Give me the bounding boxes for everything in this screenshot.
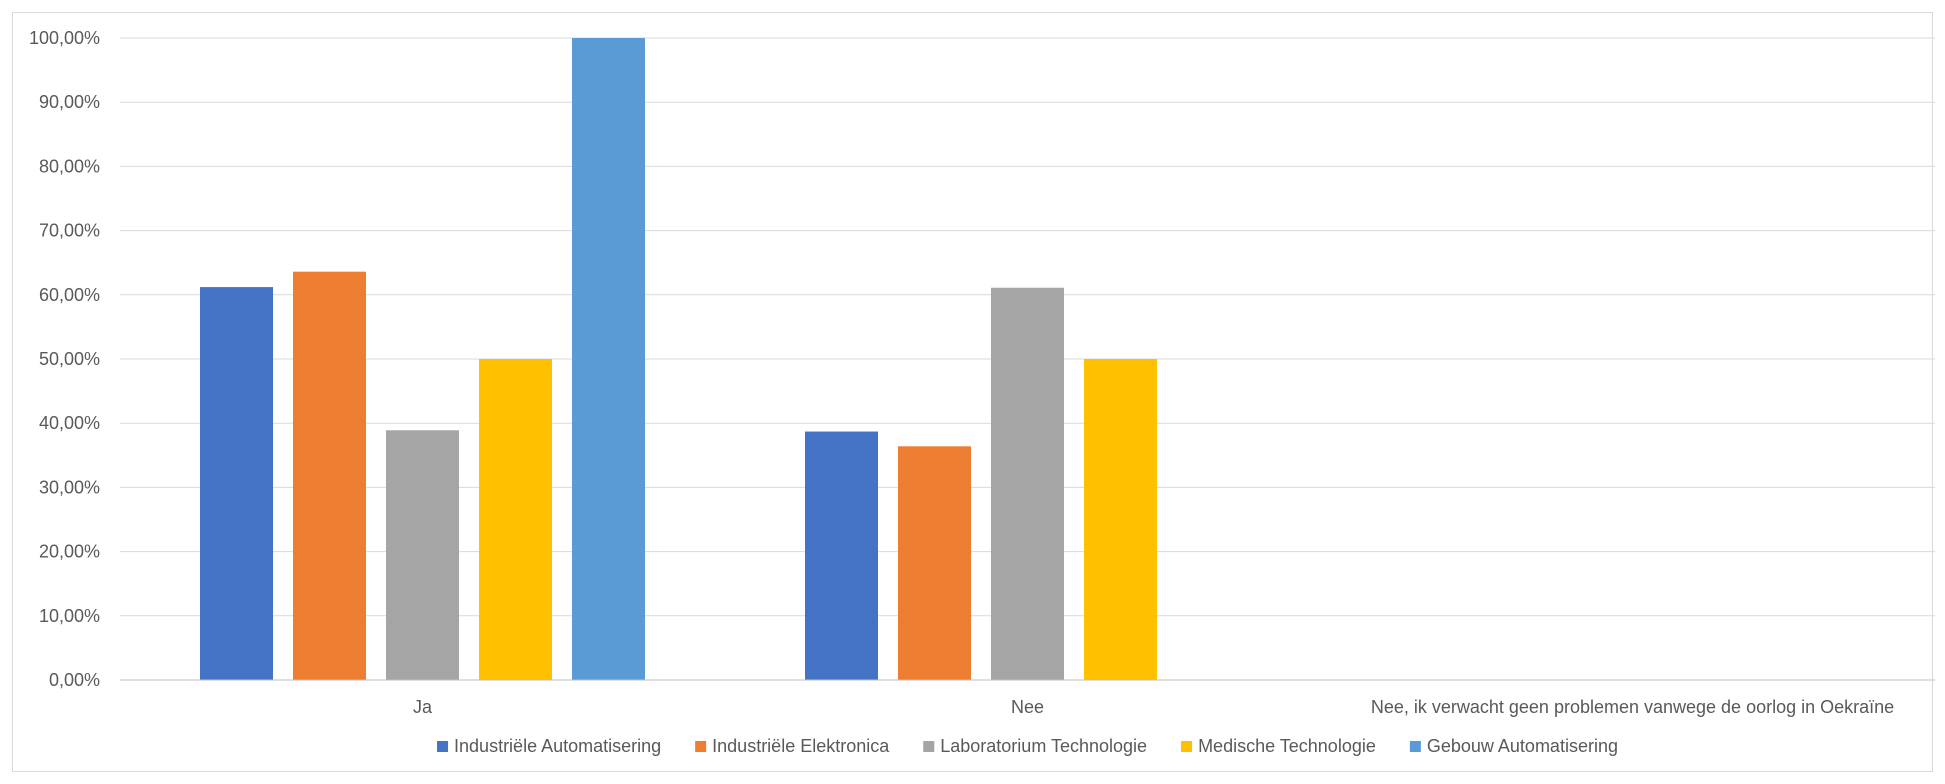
legend-label: Industriële Elektronica [712,736,890,756]
legend-label: Laboratorium Technologie [940,736,1147,756]
y-tick-label: 40,00% [39,413,100,433]
bar [898,446,971,680]
bar [1084,359,1157,680]
legend-swatch [1409,741,1421,752]
bar [572,38,645,680]
bar [200,287,273,680]
y-tick-label: 30,00% [39,477,100,497]
bar [805,431,878,680]
bars [200,38,1157,680]
y-tick-label: 80,00% [39,156,100,176]
y-tick-label: 0,00% [49,670,100,690]
bar [293,271,366,680]
legend: Industriële Automatisering Industriële El… [437,736,1618,756]
bar [991,287,1064,680]
legend-label: Medische Technologie [1198,736,1376,756]
y-tick-label: 60,00% [39,285,100,305]
x-category-label: Ja [413,697,433,717]
y-tick-label: 10,00% [39,606,100,626]
legend-swatch [695,741,707,752]
y-tick-label: 70,00% [39,221,100,241]
legend-label: Gebouw Automatisering [1427,736,1618,756]
x-category-label: Nee [1011,697,1044,717]
legend-swatch [923,741,935,752]
y-tick-label: 90,00% [39,92,100,112]
bar [386,430,459,680]
legend-label: Industriële Automatisering [454,736,661,756]
y-tick-label: 50,00% [39,349,100,369]
bar [479,359,552,680]
y-tick-label: 100,00% [29,28,100,48]
x-axis: Ja Nee Nee, ik verwacht geen problemen van… [120,679,1935,717]
y-axis-tick-labels: 0,00% 10,00% 20,00% 30,00% 40,00% 50,00% 60,00… [29,28,100,690]
y-tick-label: 20,00% [39,542,100,562]
x-category-label: Nee, ik verwacht geen problemen vanwege … [1371,697,1894,717]
legend-swatch [437,741,449,752]
legend-swatch [1181,741,1193,752]
